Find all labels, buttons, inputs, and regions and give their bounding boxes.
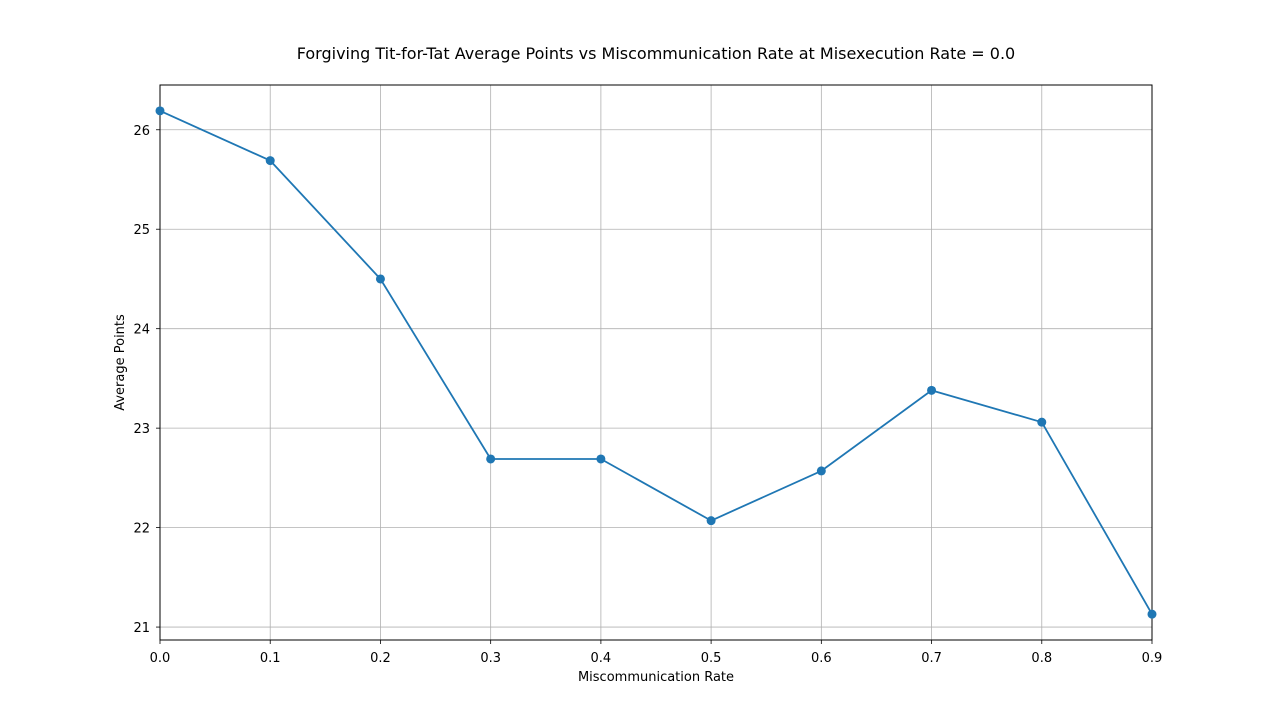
data-point <box>155 106 165 116</box>
x-axis-label: Miscommunication Rate <box>578 670 734 685</box>
x-tick-label: 0.1 <box>260 651 281 666</box>
x-tick-label: 0.3 <box>480 651 501 666</box>
x-tick-label: 0.8 <box>1031 651 1052 666</box>
data-point <box>816 466 826 476</box>
data-point <box>706 516 716 526</box>
data-point <box>927 385 937 395</box>
data-point <box>1147 609 1157 619</box>
x-tick-label: 0.7 <box>921 651 942 666</box>
y-tick-label: 24 <box>133 323 150 338</box>
y-tick-label: 25 <box>133 223 150 238</box>
y-tick-label: 23 <box>133 422 150 437</box>
data-point <box>486 454 496 464</box>
series-layer <box>155 106 1157 619</box>
plot-frame <box>159 84 1153 641</box>
series-line <box>159 110 1153 615</box>
axis-ticks: 0.0 0.1 0.2 0.3 0.4 0.5 0.6 0.7 0.8 0.9 21 22 23 24 25… <box>133 124 1162 666</box>
x-tick-label: 0.4 <box>591 651 612 666</box>
x-tick-label: 0.5 <box>701 651 722 666</box>
x-tick-label: 0.9 <box>1142 651 1163 666</box>
data-point <box>265 156 275 166</box>
x-tick-label: 0.0 <box>150 651 171 666</box>
grid <box>159 85 1153 640</box>
data-point <box>596 454 606 464</box>
data-point <box>375 274 385 284</box>
y-axis-label: Average Points <box>113 314 128 411</box>
data-point <box>1037 417 1047 427</box>
chart-title: Forgiving Tit-for-Tat Average Points vs … <box>297 44 1015 63</box>
x-tick-label: 0.6 <box>811 651 832 666</box>
y-tick-label: 21 <box>133 621 150 636</box>
y-tick-label: 26 <box>133 124 150 139</box>
y-tick-label: 22 <box>133 522 150 537</box>
x-tick-label: 0.2 <box>370 651 391 666</box>
